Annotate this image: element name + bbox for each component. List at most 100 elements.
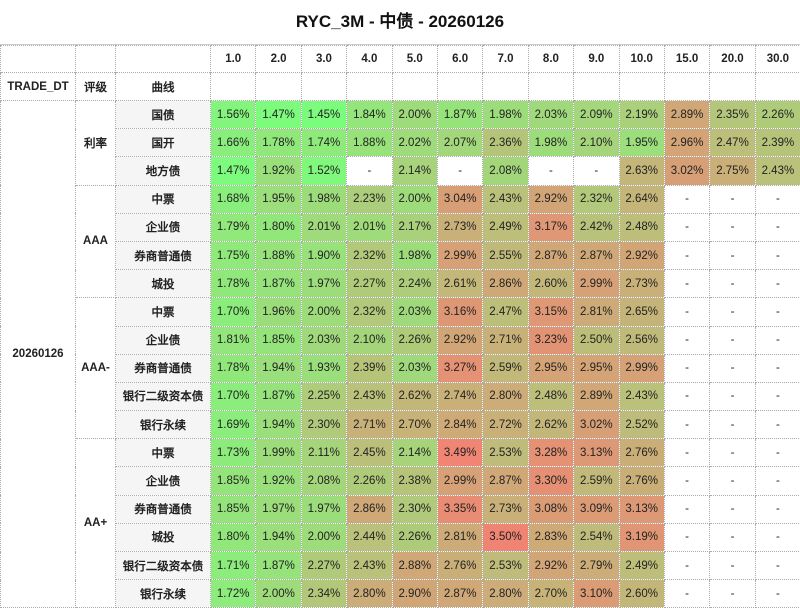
yield-cell: - bbox=[664, 185, 709, 213]
yield-cell: - bbox=[755, 411, 800, 439]
yield-cell: 1.84% bbox=[347, 101, 392, 129]
yield-cell: 1.45% bbox=[301, 101, 346, 129]
yield-cell: - bbox=[710, 241, 755, 269]
yield-cell: 2.00% bbox=[392, 185, 437, 213]
yield-cell: 2.89% bbox=[664, 101, 709, 129]
yield-cell: - bbox=[664, 241, 709, 269]
yield-cell: 2.34% bbox=[301, 580, 346, 608]
yield-cell: 2.83% bbox=[528, 523, 573, 551]
yield-cell: - bbox=[755, 241, 800, 269]
yield-cell: - bbox=[755, 382, 800, 410]
curve-cell: 银行二级资本债 bbox=[116, 382, 211, 410]
yield-cell: - bbox=[710, 580, 755, 608]
yield-cell: 1.92% bbox=[256, 157, 301, 185]
yield-cell: 2.10% bbox=[347, 326, 392, 354]
yield-cell: - bbox=[710, 439, 755, 467]
yield-cell: 2.99% bbox=[619, 354, 664, 382]
curve-cell: 券商普通债 bbox=[116, 354, 211, 382]
yield-cell: 2.26% bbox=[392, 326, 437, 354]
yield-cell: 2.23% bbox=[347, 185, 392, 213]
curve-cell: 城投 bbox=[116, 270, 211, 298]
yield-cell: 2.48% bbox=[619, 213, 664, 241]
yield-cell: 3.09% bbox=[574, 495, 619, 523]
tenor-header: 10.0 bbox=[619, 46, 664, 73]
yield-cell: 2.90% bbox=[392, 580, 437, 608]
yield-cell: 2.00% bbox=[301, 523, 346, 551]
yield-cell: 2.87% bbox=[437, 580, 482, 608]
yield-cell: 2.49% bbox=[483, 213, 528, 241]
yield-cell: 2.00% bbox=[392, 101, 437, 129]
curve-cell: 券商普通债 bbox=[116, 241, 211, 269]
yield-cell: 1.87% bbox=[256, 382, 301, 410]
blank-header-cell bbox=[116, 46, 211, 73]
yield-cell: 2.10% bbox=[574, 129, 619, 157]
curve-cell: 城投 bbox=[116, 523, 211, 551]
yield-cell: 2.53% bbox=[483, 552, 528, 580]
yield-cell: 3.15% bbox=[528, 298, 573, 326]
empty-header-cell bbox=[301, 73, 346, 101]
yield-cell: 2.70% bbox=[392, 411, 437, 439]
yield-cell: 2.26% bbox=[392, 523, 437, 551]
yield-cell: 1.98% bbox=[528, 129, 573, 157]
yield-cell: 3.50% bbox=[483, 523, 528, 551]
yield-cell: 1.85% bbox=[211, 467, 256, 495]
blank-header-cell bbox=[76, 46, 116, 73]
curve-cell: 中票 bbox=[116, 439, 211, 467]
curve-cell: 中票 bbox=[116, 298, 211, 326]
yield-cell: - bbox=[755, 439, 800, 467]
yield-cell: 2.42% bbox=[574, 213, 619, 241]
yield-cell: 2.81% bbox=[437, 523, 482, 551]
curve-cell: 地方债 bbox=[116, 157, 211, 185]
yield-cell: 2.86% bbox=[347, 495, 392, 523]
yield-cell: 2.80% bbox=[483, 382, 528, 410]
yield-cell: - bbox=[437, 157, 482, 185]
yield-cell: 1.93% bbox=[301, 354, 346, 382]
yield-cell: 2.99% bbox=[574, 270, 619, 298]
yield-cell: 2.00% bbox=[301, 298, 346, 326]
yield-cell: 2.26% bbox=[347, 467, 392, 495]
yield-cell: 2.49% bbox=[619, 552, 664, 580]
yield-cell: 1.70% bbox=[211, 298, 256, 326]
yield-cell: - bbox=[755, 495, 800, 523]
curve-cell: 国债 bbox=[116, 101, 211, 129]
yield-cell: 3.04% bbox=[437, 185, 482, 213]
yield-cell: 2.30% bbox=[392, 495, 437, 523]
yield-cell: 1.79% bbox=[211, 213, 256, 241]
yield-cell: 1.88% bbox=[256, 241, 301, 269]
yield-cell: - bbox=[664, 467, 709, 495]
yield-cell: 2.76% bbox=[619, 467, 664, 495]
yield-cell: 2.38% bbox=[392, 467, 437, 495]
yield-cell: - bbox=[528, 157, 573, 185]
empty-header-cell bbox=[347, 73, 392, 101]
yield-cell: 1.56% bbox=[211, 101, 256, 129]
yield-cell: 1.94% bbox=[256, 411, 301, 439]
yield-cell: 2.75% bbox=[710, 157, 755, 185]
empty-header-cell bbox=[392, 73, 437, 101]
yield-cell: 2.11% bbox=[301, 439, 346, 467]
yield-cell: 2.76% bbox=[437, 552, 482, 580]
yield-cell: - bbox=[755, 354, 800, 382]
yield-cell: 2.81% bbox=[574, 298, 619, 326]
yield-cell: - bbox=[755, 580, 800, 608]
yield-cell: 2.43% bbox=[755, 157, 800, 185]
yield-cell: 2.65% bbox=[619, 298, 664, 326]
yield-cell: 2.43% bbox=[347, 382, 392, 410]
yield-cell: 2.32% bbox=[347, 241, 392, 269]
yield-cell: - bbox=[755, 467, 800, 495]
yield-cell: 3.28% bbox=[528, 439, 573, 467]
yield-cell: 1.72% bbox=[211, 580, 256, 608]
curve-cell: 企业债 bbox=[116, 326, 211, 354]
yield-cell: 2.24% bbox=[392, 270, 437, 298]
yield-cell: - bbox=[755, 185, 800, 213]
yield-cell: - bbox=[710, 326, 755, 354]
yield-cell: 1.87% bbox=[256, 270, 301, 298]
yield-cell: 1.74% bbox=[301, 129, 346, 157]
yield-cell: 2.48% bbox=[528, 382, 573, 410]
yield-cell: 2.88% bbox=[392, 552, 437, 580]
yield-cell: - bbox=[664, 298, 709, 326]
yield-cell: - bbox=[710, 354, 755, 382]
